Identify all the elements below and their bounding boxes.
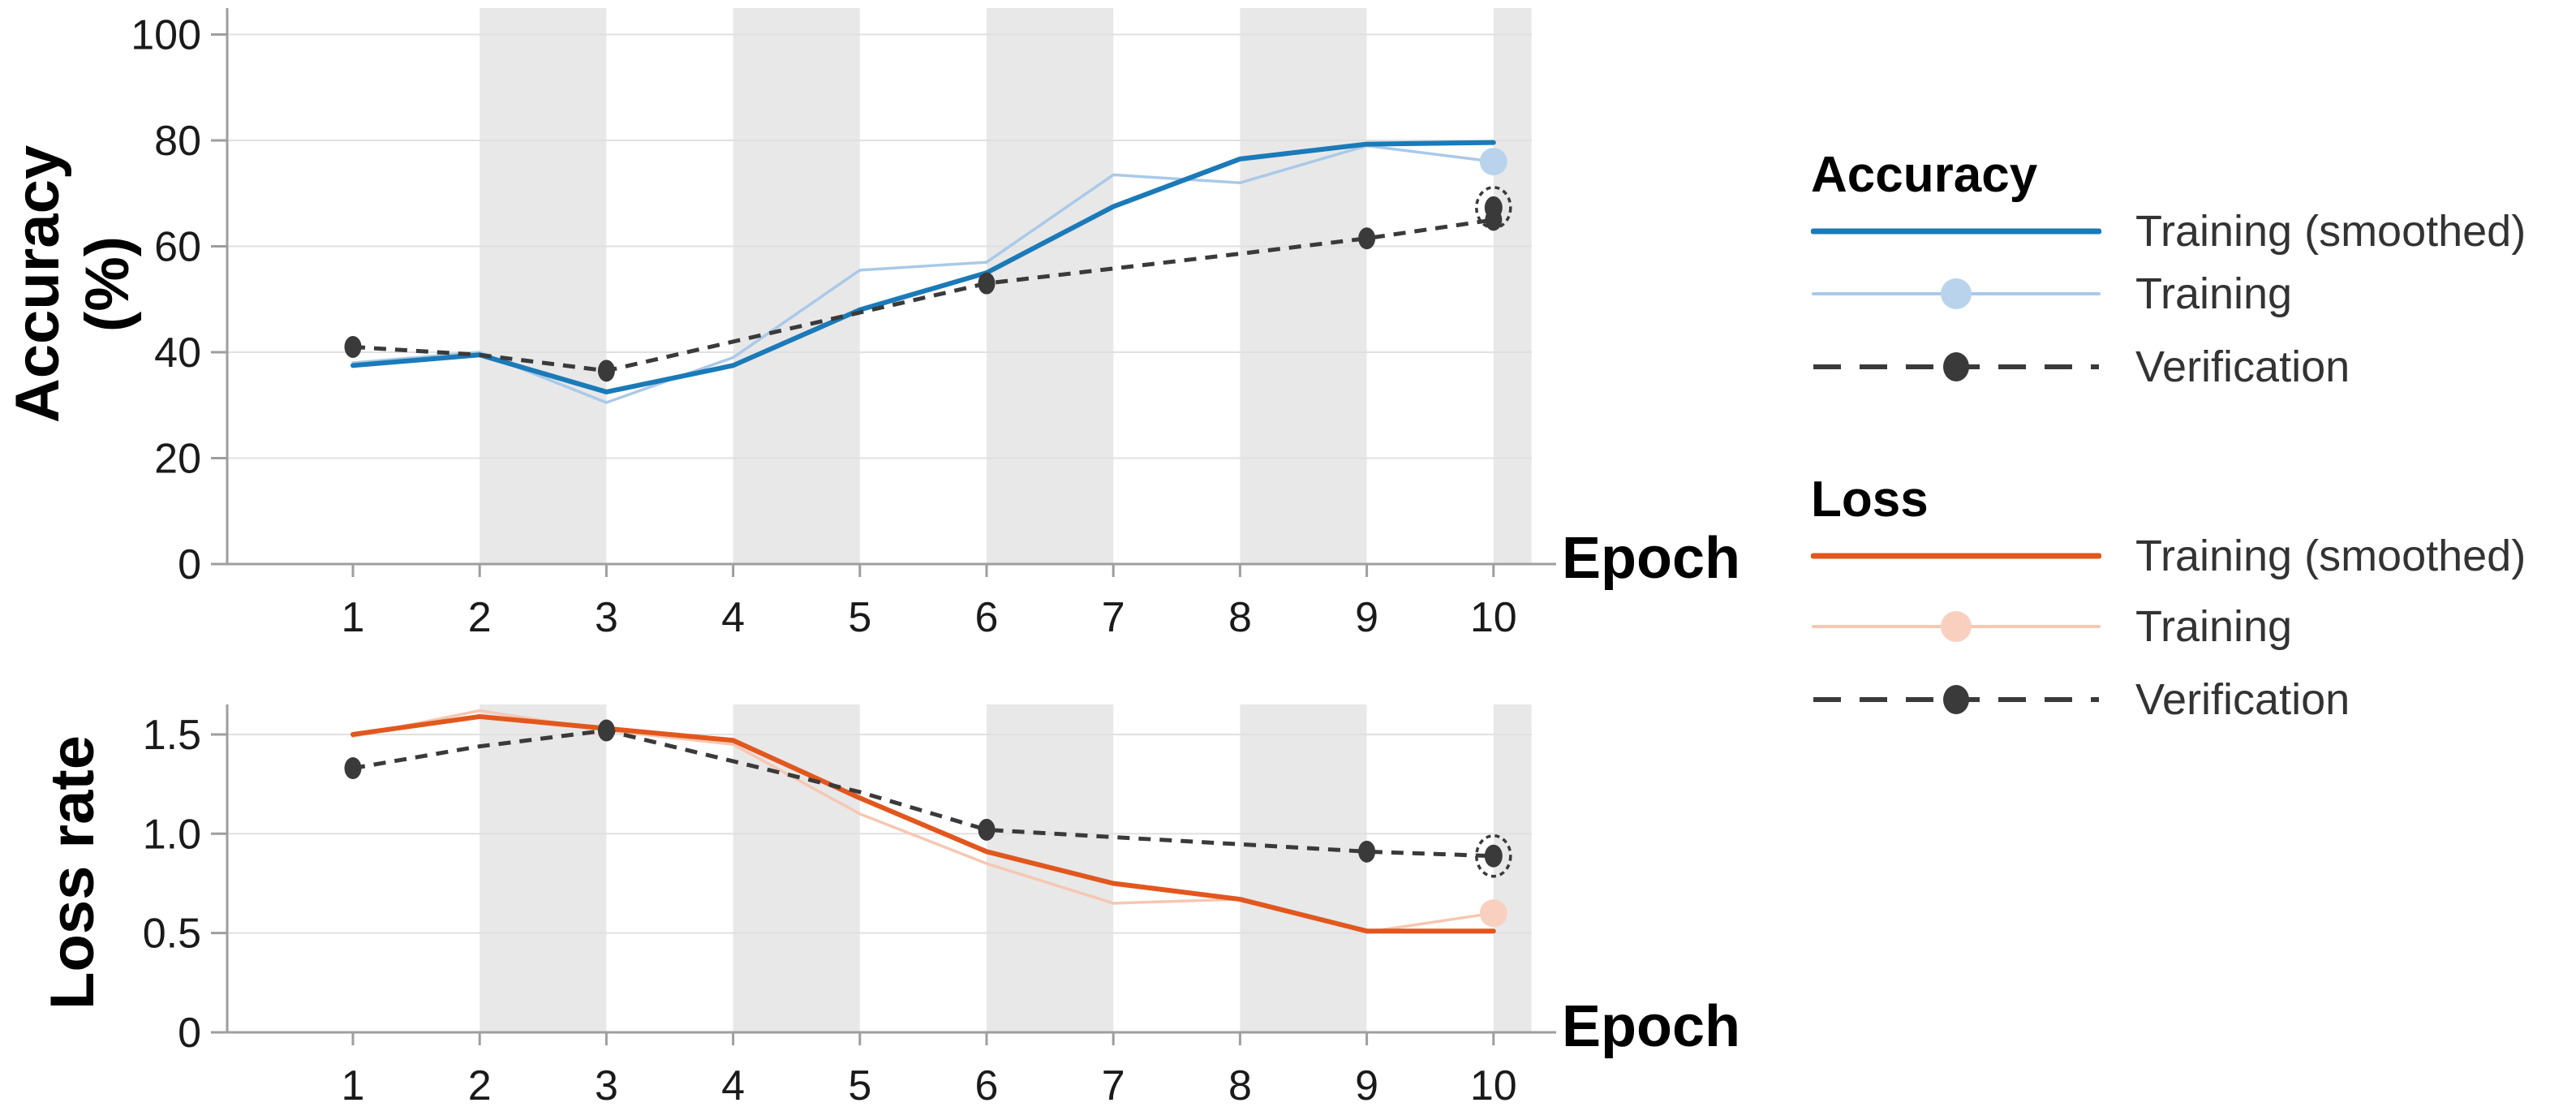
- x-tick-label: 2: [468, 594, 492, 641]
- x-tick-label: 1: [342, 594, 365, 641]
- legend-item-loss-verification: Verification: [1811, 671, 2350, 728]
- epoch-shade-band: [733, 704, 860, 1032]
- x-tick-label: 1: [342, 1062, 365, 1107]
- x-tick-label: 6: [975, 1062, 999, 1107]
- legend-item-accuracy-verification: Verification: [1811, 338, 2350, 395]
- x-tick-label: 3: [595, 594, 618, 641]
- x-tick-label: 5: [848, 1062, 871, 1107]
- legend-title-accuracy: Accuracy: [1811, 147, 2038, 203]
- y-tick-label: 0: [178, 1010, 201, 1057]
- x-tick-label: 8: [1228, 594, 1252, 641]
- dashed-line-with-dot-icon: [1813, 352, 2099, 381]
- epoch-shade-band: [1240, 8, 1367, 564]
- smoothed-line-icon: [1811, 228, 2101, 235]
- accuracy-final-dot: [1484, 196, 1503, 219]
- x-tick-label: 10: [1470, 1062, 1517, 1107]
- loss-verification-marker: [978, 818, 996, 841]
- epoch-shade-band: [1240, 704, 1367, 1032]
- loss-verification-marker: [344, 757, 362, 780]
- loss-y-axis-label: Loss rate: [38, 735, 107, 1010]
- accuracy-verification-marker: [978, 272, 996, 295]
- epoch-shade-band: [733, 8, 860, 564]
- legend-item-label: Verification: [2135, 675, 2350, 724]
- accuracy-smoothed-line: [350, 140, 1496, 394]
- x-tick-label: 10: [1470, 594, 1517, 641]
- legend-item-label: Verification: [2135, 342, 2350, 391]
- x-tick-label: 6: [975, 594, 999, 641]
- x-tick-label: 9: [1355, 1062, 1378, 1107]
- x-tick-label: 7: [1102, 594, 1125, 641]
- epoch-shade-band: [480, 8, 607, 564]
- loss-plot: 0 0.5 1.0 1.5 1 2 3 4 5 6 7 8 9 10 Loss rate Epoch: [38, 704, 1740, 1107]
- loss-dashed-line: [352, 728, 1494, 859]
- legend-item-loss-training: Training: [1811, 598, 2292, 655]
- legend-item-accuracy-training-smoothed: Training (smoothed): [1811, 203, 2526, 260]
- accuracy-dashed-line: [352, 218, 1494, 373]
- loss-training-end-marker: [1479, 899, 1507, 928]
- accuracy-verification-marker: [344, 335, 362, 358]
- y-tick-label: 20: [154, 436, 201, 483]
- y-tick-label: 80: [154, 118, 201, 165]
- accuracy-y-axis-label: (%): [73, 236, 142, 332]
- y-tick-label: 60: [154, 224, 201, 271]
- dashed-line-with-dot-icon: [1813, 685, 2099, 714]
- x-tick-label: 9: [1355, 594, 1378, 641]
- loss-smoothed-line: [350, 713, 1496, 934]
- epoch-shade-band: [987, 8, 1114, 564]
- x-tick-label: 8: [1228, 1062, 1252, 1107]
- epoch-shade-band: [1493, 704, 1532, 1032]
- loss-final-dot: [1484, 844, 1503, 868]
- accuracy-verification-marker: [597, 360, 615, 382]
- loss-x-axis-label: Epoch: [1562, 994, 1740, 1059]
- legend-item-loss-training-smoothed: Training (smoothed): [1811, 528, 2526, 584]
- accuracy-plot: 0 20 40 60 80 100 1 2 3 4 5 6 7 8 9 10 Accuracy (%) Epoch: [3, 8, 1740, 641]
- epoch-shade-band: [1493, 8, 1532, 564]
- y-tick-label: 1.0: [143, 811, 201, 858]
- accuracy-training-end-marker: [1479, 148, 1507, 176]
- y-tick-label: 100: [131, 12, 201, 59]
- legend-item-label: Training: [2135, 269, 2293, 318]
- line-with-dot-icon: [1812, 611, 2101, 642]
- y-tick-label: 0: [178, 541, 201, 588]
- loss-final-ring: [1475, 833, 1512, 878]
- legend-item-label: Training (smoothed): [2135, 207, 2527, 256]
- legend-item-label: Training (smoothed): [2135, 532, 2527, 580]
- accuracy-raw-line: [351, 144, 1495, 404]
- accuracy-verification-marker: [1358, 227, 1376, 250]
- legend-title-loss: Loss: [1811, 472, 1929, 528]
- x-tick-label: 4: [721, 594, 745, 641]
- line-with-dot-icon: [1812, 278, 2101, 309]
- accuracy-y-axis-label: Accuracy: [3, 145, 72, 423]
- x-tick-label: 3: [595, 1062, 618, 1107]
- y-tick-label: 40: [154, 330, 201, 377]
- x-tick-label: 4: [721, 1062, 745, 1107]
- y-tick-label: 0.5: [143, 911, 201, 958]
- y-tick-label: 1.5: [143, 712, 201, 759]
- loss-verification-marker: [1358, 840, 1376, 863]
- legend-item-label: Training: [2135, 602, 2293, 651]
- x-tick-label: 5: [848, 594, 871, 641]
- legend-item-accuracy-training: Training: [1811, 265, 2292, 322]
- accuracy-final-ring: [1475, 186, 1512, 230]
- x-tick-label: 7: [1102, 1062, 1125, 1107]
- accuracy-x-axis-label: Epoch: [1562, 526, 1740, 591]
- legend: Accuracy Training (smoothed) Training Ve…: [1811, 0, 2576, 1107]
- loss-verification-marker: [597, 719, 615, 742]
- x-tick-label: 2: [468, 1062, 492, 1107]
- epoch-shade-band: [480, 704, 607, 1032]
- smoothed-line-icon: [1811, 553, 2101, 559]
